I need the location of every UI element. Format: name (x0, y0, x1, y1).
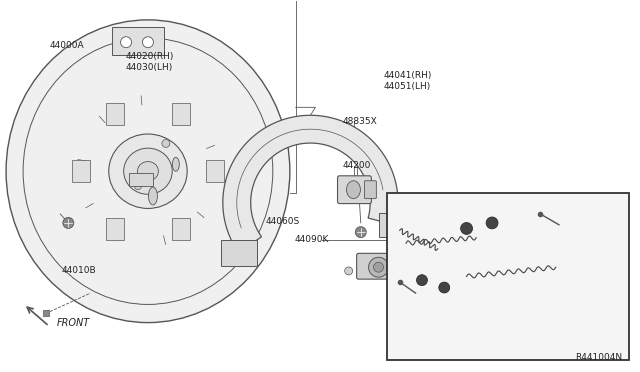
Circle shape (345, 267, 353, 275)
FancyBboxPatch shape (106, 103, 124, 125)
Circle shape (63, 218, 74, 228)
Circle shape (120, 37, 132, 48)
Bar (387, 193, 629, 359)
Circle shape (374, 262, 383, 272)
Text: 44041(RH)
44051(LH): 44041(RH) 44051(LH) (384, 71, 432, 91)
Text: 44200: 44200 (342, 161, 371, 170)
FancyBboxPatch shape (72, 160, 90, 182)
FancyBboxPatch shape (356, 253, 399, 279)
Circle shape (486, 217, 498, 229)
Circle shape (143, 37, 154, 48)
Text: 44010B: 44010B (62, 266, 97, 275)
FancyBboxPatch shape (364, 181, 376, 199)
Text: 44060S: 44060S (266, 217, 300, 225)
FancyBboxPatch shape (112, 27, 164, 55)
Circle shape (162, 140, 170, 147)
Ellipse shape (172, 157, 179, 171)
Circle shape (134, 183, 141, 190)
FancyBboxPatch shape (337, 176, 371, 203)
FancyBboxPatch shape (221, 240, 257, 266)
Text: 44020(RH)
44030(LH): 44020(RH) 44030(LH) (125, 52, 174, 73)
Text: 44090K: 44090K (294, 235, 329, 244)
Text: 44000A: 44000A (49, 41, 84, 50)
Text: FRONT: FRONT (57, 318, 90, 328)
Polygon shape (223, 115, 398, 253)
Ellipse shape (124, 148, 172, 194)
Ellipse shape (23, 38, 273, 304)
Ellipse shape (109, 134, 187, 208)
Circle shape (355, 227, 366, 238)
Circle shape (417, 275, 428, 286)
Ellipse shape (138, 161, 159, 181)
Text: R441004N: R441004N (575, 353, 623, 362)
FancyBboxPatch shape (172, 218, 190, 240)
FancyBboxPatch shape (379, 213, 411, 237)
FancyBboxPatch shape (172, 103, 190, 125)
FancyBboxPatch shape (129, 173, 153, 186)
Text: 48835X: 48835X (342, 117, 377, 126)
Ellipse shape (148, 187, 157, 205)
Circle shape (439, 282, 450, 293)
Circle shape (461, 222, 472, 234)
Circle shape (369, 257, 388, 277)
Ellipse shape (6, 20, 290, 323)
FancyBboxPatch shape (205, 160, 223, 182)
Ellipse shape (346, 181, 360, 199)
FancyBboxPatch shape (106, 218, 124, 240)
